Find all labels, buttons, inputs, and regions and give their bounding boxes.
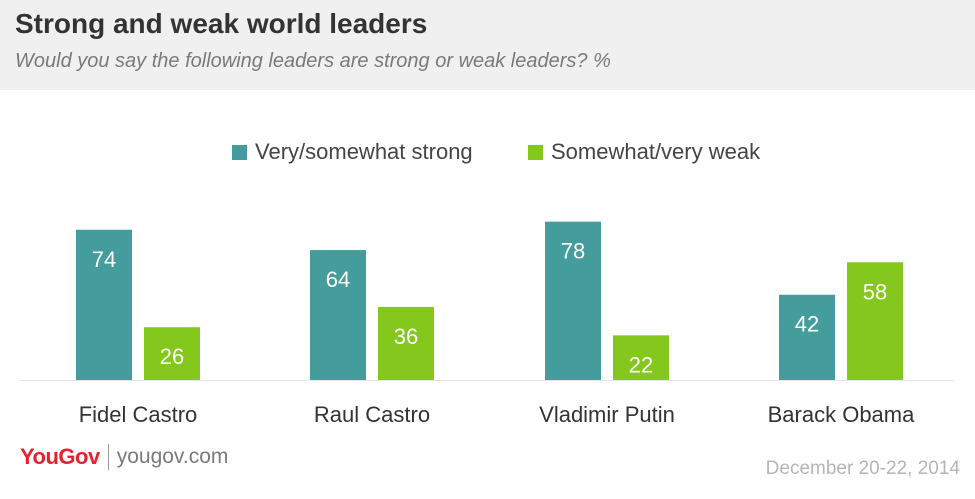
bar-weak-2 <box>613 335 669 380</box>
bar-strong-2 <box>545 221 601 380</box>
bar-weak-3 <box>847 262 903 380</box>
legend-item-strong: Very/somewhat strong <box>232 137 473 167</box>
bar-weak-1 <box>378 306 434 380</box>
data-label-weak-3: 58 <box>863 279 887 304</box>
bar-strong-0 <box>76 229 132 380</box>
legend-swatch-weak <box>528 144 543 160</box>
brand-name: YouGov <box>20 444 100 469</box>
legend-swatch-strong <box>232 144 247 160</box>
bar-chart: 74 26 Fidel Castro 64 36 Raul Castro 78 22 Vladi… <box>20 221 955 427</box>
chart-subtitle: Would you say the following leaders are … <box>15 50 611 72</box>
category-label-2: Vladimir Putin <box>539 402 675 427</box>
site-url: yougov.com <box>116 445 229 468</box>
data-label-weak-1: 36 <box>394 324 418 349</box>
legend-label-weak: Somewhat/very weak <box>551 139 761 164</box>
bar-weak-0 <box>144 327 200 380</box>
header-band: Strong and weak world leaders Would you … <box>0 0 975 90</box>
category-label-1: Raul Castro <box>314 402 430 427</box>
yougov-logo: YouGov yougov.com <box>20 444 228 470</box>
bar-strong-3 <box>779 294 835 380</box>
chart-title: Strong and weak world leaders <box>15 8 428 39</box>
survey-date: December 20-22, 2014 <box>765 458 960 479</box>
data-label-strong-3: 42 <box>795 312 819 337</box>
legend-item-weak: Somewhat/very weak <box>528 137 760 167</box>
data-label-weak-2: 22 <box>629 352 653 377</box>
data-label-strong-0: 74 <box>92 247 116 272</box>
bar-strong-1 <box>310 250 366 380</box>
data-label-strong-1: 64 <box>326 267 350 292</box>
logo-divider <box>107 444 109 470</box>
data-label-strong-2: 78 <box>561 239 585 264</box>
category-label-3: Barack Obama <box>768 402 915 427</box>
legend-label-strong: Very/somewhat strong <box>255 139 473 164</box>
data-label-weak-0: 26 <box>160 344 184 369</box>
legend: Very/somewhat strong Somewhat/very weak <box>0 137 975 167</box>
category-label-0: Fidel Castro <box>79 402 198 427</box>
